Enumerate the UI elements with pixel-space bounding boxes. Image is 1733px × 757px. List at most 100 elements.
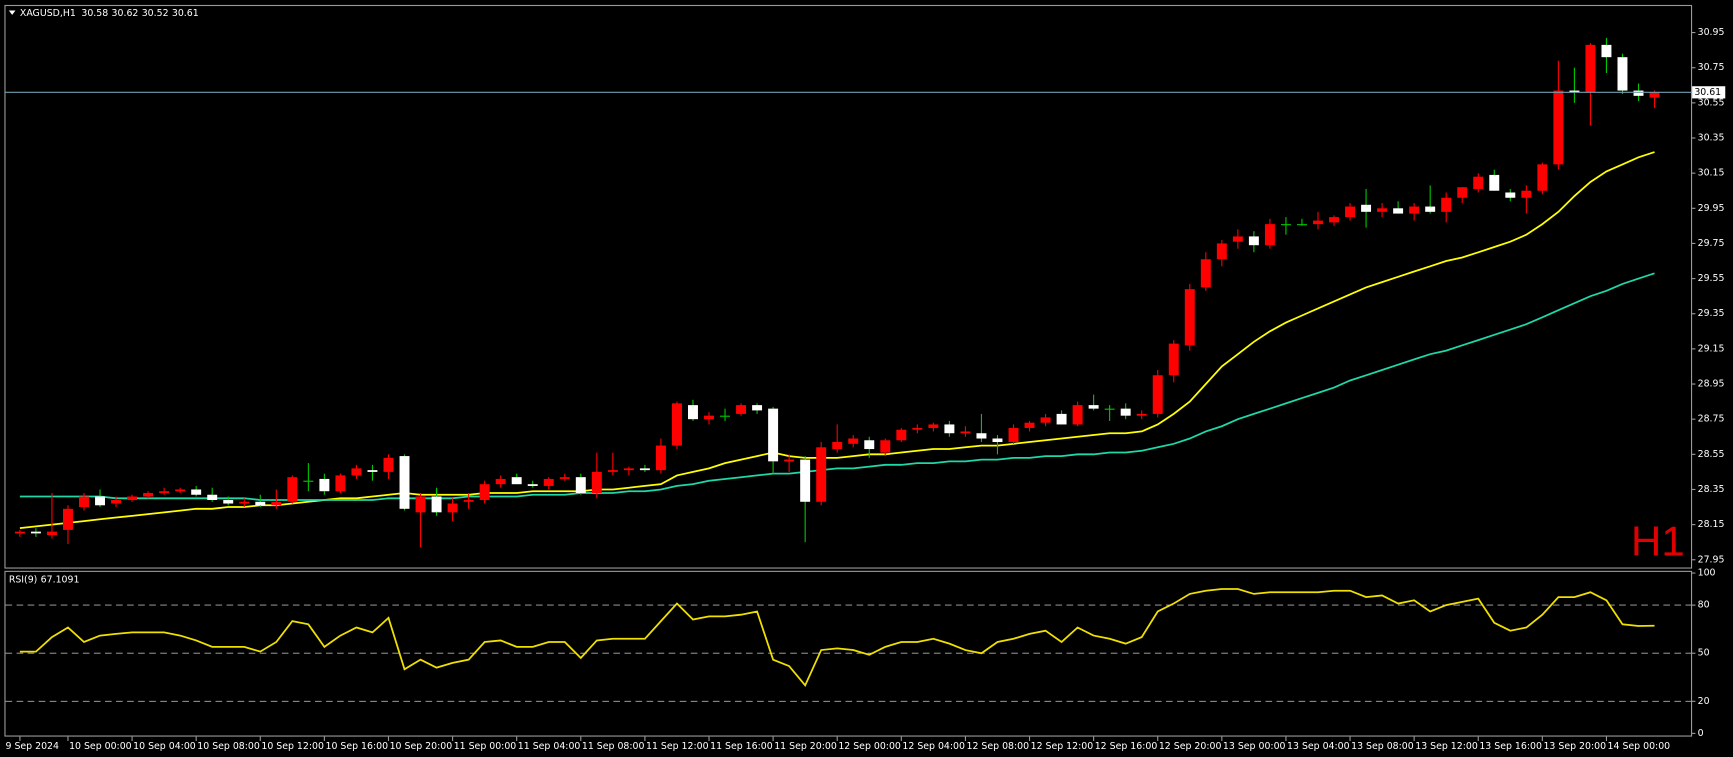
x-tick-label: 11 Sep 08:00 bbox=[582, 741, 645, 752]
x-tick-label: 13 Sep 04:00 bbox=[1287, 741, 1350, 752]
chart-header: XAGUSD,H1 30.58 30.62 30.52 30.61 bbox=[20, 8, 199, 19]
candle-body bbox=[1120, 408, 1131, 416]
candle-body bbox=[143, 492, 154, 497]
x-tick-label: 11 Sep 12:00 bbox=[646, 741, 709, 752]
y-tick-label: 29.35 bbox=[1698, 308, 1725, 319]
candle-body bbox=[575, 477, 586, 493]
candle-body bbox=[944, 424, 955, 434]
y-tick-label: 28.15 bbox=[1698, 519, 1725, 530]
candle-body bbox=[928, 424, 939, 428]
candle-body bbox=[1329, 217, 1339, 223]
y-tick-label: 30.75 bbox=[1698, 62, 1725, 73]
candle-body bbox=[1489, 174, 1500, 191]
candle-body bbox=[1473, 176, 1484, 189]
candle-body bbox=[383, 457, 394, 472]
candle-body bbox=[95, 496, 105, 506]
candle-body bbox=[543, 478, 554, 486]
low-value: 30.52 bbox=[142, 8, 169, 19]
candle-body bbox=[671, 403, 682, 446]
close-value: 30.61 bbox=[172, 8, 199, 19]
candle-body bbox=[639, 468, 650, 471]
y-tick-label: 29.75 bbox=[1698, 238, 1725, 249]
candle-body bbox=[1521, 190, 1532, 198]
candle-body bbox=[800, 459, 811, 502]
high-value: 30.62 bbox=[112, 8, 139, 19]
candle-body bbox=[495, 478, 506, 485]
candle-body bbox=[752, 405, 763, 411]
candle-body bbox=[1585, 44, 1596, 93]
candle-body bbox=[1200, 259, 1211, 288]
open-value: 30.58 bbox=[81, 8, 108, 19]
candle-body bbox=[655, 445, 666, 471]
rsi-header: RSI(9) 67.1091 bbox=[9, 574, 80, 585]
candle-body bbox=[127, 496, 138, 501]
x-tick-label: 13 Sep 12:00 bbox=[1415, 741, 1478, 752]
candle-body bbox=[1232, 236, 1243, 242]
x-tick-label: 12 Sep 16:00 bbox=[1095, 741, 1158, 752]
candle-body bbox=[14, 531, 25, 534]
candle-body bbox=[303, 480, 314, 482]
candle-body bbox=[1184, 289, 1195, 346]
y-tick-label: 100 bbox=[1698, 568, 1716, 579]
candle-body bbox=[175, 489, 186, 492]
candle-body bbox=[623, 468, 634, 471]
x-tick-label: 12 Sep 04:00 bbox=[902, 741, 965, 752]
candle-body bbox=[607, 470, 618, 472]
candle-body bbox=[848, 438, 859, 444]
current-price-label: 30.61 bbox=[1694, 87, 1721, 98]
current-price-box bbox=[1692, 86, 1726, 99]
candle-body bbox=[784, 459, 795, 462]
candle-body bbox=[111, 500, 122, 504]
candle-body bbox=[1008, 427, 1019, 443]
x-tick-label: 11 Sep 00:00 bbox=[454, 741, 517, 752]
y-tick-label: 80 bbox=[1698, 600, 1710, 611]
x-tick-label: 12 Sep 08:00 bbox=[967, 741, 1030, 752]
candle-body bbox=[1313, 220, 1323, 225]
x-tick-label: 14 Sep 00:00 bbox=[1608, 741, 1671, 752]
x-tick-label: 11 Sep 04:00 bbox=[518, 741, 581, 752]
x-tick-label: 12 Sep 00:00 bbox=[838, 741, 901, 752]
candle-body bbox=[1056, 413, 1067, 425]
candle-body bbox=[1505, 192, 1516, 198]
candle-body bbox=[30, 531, 41, 534]
x-tick-label: 12 Sep 12:00 bbox=[1031, 741, 1094, 752]
candle-body bbox=[1569, 90, 1580, 93]
candle-body bbox=[1280, 224, 1291, 226]
x-tick-label: 12 Sep 20:00 bbox=[1159, 741, 1222, 752]
candle-body bbox=[976, 433, 987, 439]
candle-body bbox=[1040, 417, 1051, 423]
candle-body bbox=[207, 494, 218, 501]
x-tick-label: 10 Sep 00:00 bbox=[69, 741, 132, 752]
y-tick-label: 28.35 bbox=[1698, 484, 1725, 495]
y-tick-label: 30.35 bbox=[1698, 133, 1725, 144]
candle-body bbox=[223, 500, 234, 504]
y-tick-label: 0 bbox=[1698, 728, 1704, 739]
candle-body bbox=[1409, 206, 1420, 214]
candle-body bbox=[992, 438, 1003, 443]
candle-body bbox=[864, 440, 875, 450]
candle-body bbox=[1024, 422, 1035, 428]
candle-body bbox=[159, 491, 170, 493]
rsi-line bbox=[19, 588, 1655, 687]
y-tick-label: 30.15 bbox=[1698, 168, 1725, 179]
candle-body bbox=[287, 477, 298, 502]
candle-body bbox=[1553, 90, 1564, 165]
y-tick-label: 28.75 bbox=[1698, 414, 1725, 425]
menu-triangle bbox=[8, 10, 16, 15]
candle-body bbox=[768, 408, 779, 462]
x-tick-label: 13 Sep 00:00 bbox=[1223, 741, 1286, 752]
candle-body bbox=[415, 496, 426, 513]
y-tick-label: 30.95 bbox=[1698, 27, 1725, 38]
candle-body bbox=[367, 470, 378, 472]
candle-body bbox=[79, 496, 89, 508]
x-tick-label: 11 Sep 20:00 bbox=[774, 741, 837, 752]
candle-body bbox=[1393, 208, 1404, 214]
candle-body bbox=[255, 501, 266, 506]
candle-body bbox=[527, 484, 538, 486]
candle-body bbox=[832, 442, 843, 450]
y-tick-label: 30.55 bbox=[1698, 97, 1725, 108]
candle-body bbox=[1216, 243, 1227, 260]
